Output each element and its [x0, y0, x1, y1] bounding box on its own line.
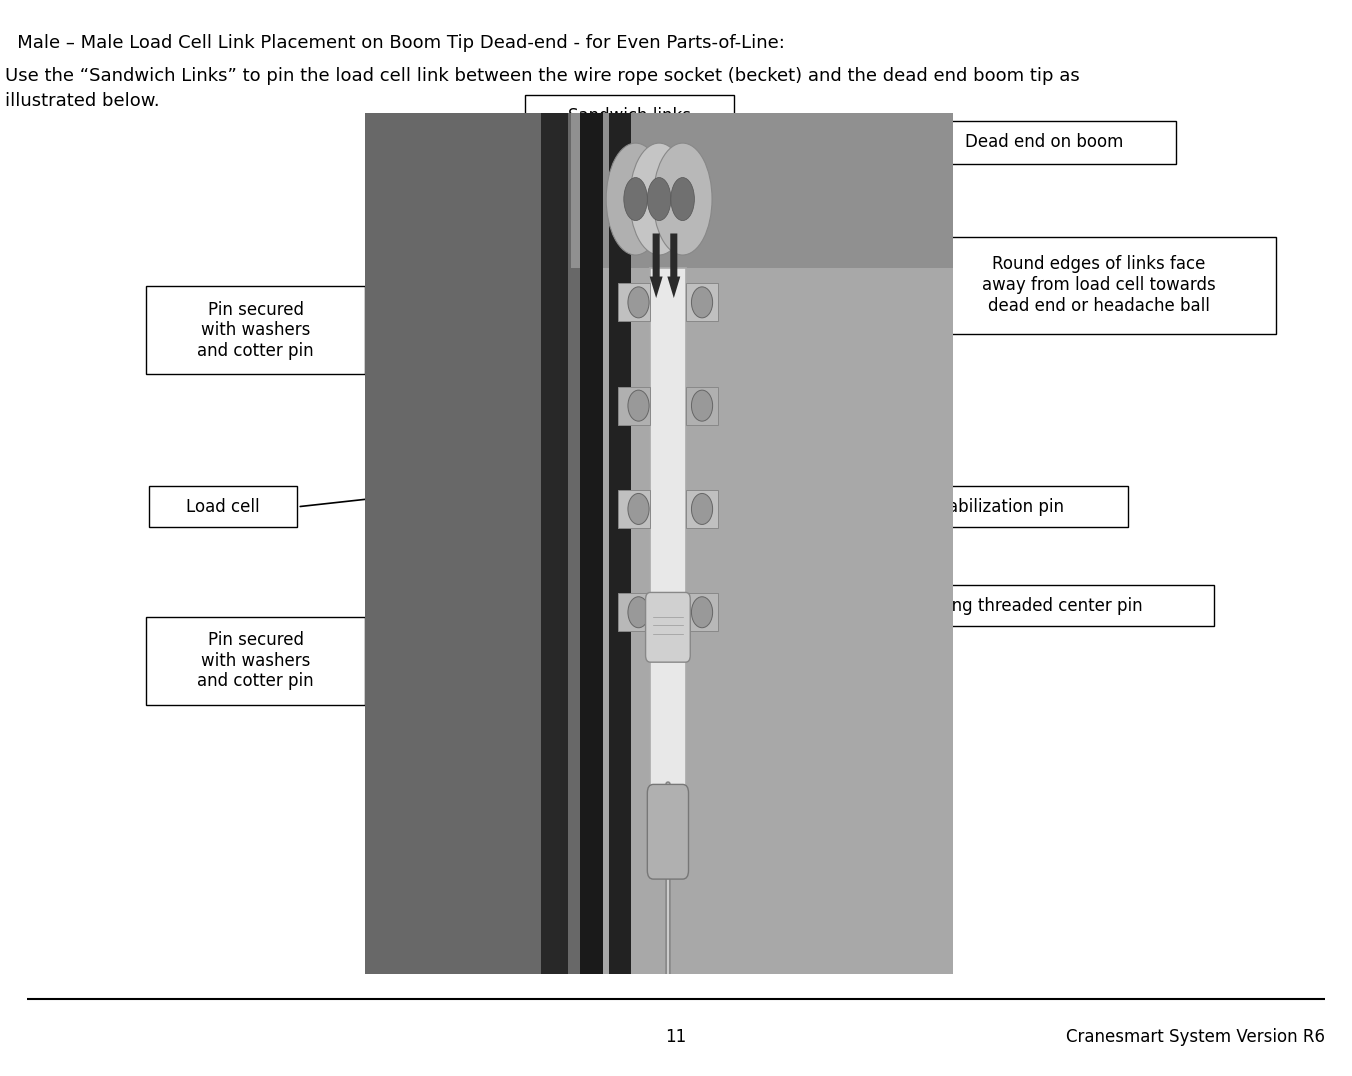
- Bar: [618, 283, 650, 322]
- Bar: [618, 386, 650, 425]
- Circle shape: [627, 494, 649, 524]
- Circle shape: [691, 494, 713, 524]
- Bar: [650, 268, 685, 802]
- FancyArrow shape: [650, 233, 662, 298]
- Ellipse shape: [606, 143, 665, 255]
- FancyBboxPatch shape: [913, 121, 1176, 164]
- Ellipse shape: [653, 143, 713, 255]
- FancyBboxPatch shape: [648, 784, 688, 879]
- Circle shape: [627, 597, 649, 627]
- Bar: [685, 386, 718, 425]
- Bar: [618, 593, 650, 632]
- Ellipse shape: [648, 178, 671, 221]
- FancyBboxPatch shape: [146, 286, 365, 374]
- Circle shape: [627, 391, 649, 421]
- FancyBboxPatch shape: [838, 585, 1214, 626]
- Ellipse shape: [630, 143, 688, 255]
- Text: Load cell: Load cell: [187, 498, 260, 515]
- FancyBboxPatch shape: [645, 593, 691, 662]
- Text: 11: 11: [665, 1029, 687, 1046]
- Bar: [571, 113, 953, 268]
- FancyBboxPatch shape: [525, 95, 734, 138]
- FancyBboxPatch shape: [922, 237, 1276, 334]
- FancyBboxPatch shape: [146, 617, 365, 705]
- FancyArrow shape: [668, 233, 680, 298]
- Bar: [365, 113, 588, 974]
- Text: Locking threaded center pin: Locking threaded center pin: [910, 597, 1142, 614]
- Ellipse shape: [671, 178, 695, 221]
- Circle shape: [627, 287, 649, 317]
- Text: Pin secured
with washers
and cotter pin: Pin secured with washers and cotter pin: [197, 300, 314, 360]
- FancyBboxPatch shape: [868, 486, 1128, 527]
- Text: Male – Male Load Cell Link Placement on Boom Tip Dead-end - for Even Parts-of-Li: Male – Male Load Cell Link Placement on …: [0, 34, 786, 53]
- Text: Pin secured
with washers
and cotter pin: Pin secured with washers and cotter pin: [197, 631, 314, 691]
- Bar: [542, 113, 568, 974]
- Text: Sandwich links: Sandwich links: [568, 108, 691, 125]
- Bar: [580, 113, 603, 974]
- Bar: [685, 283, 718, 322]
- Text: Cranesmart System Version R6: Cranesmart System Version R6: [1065, 1029, 1325, 1046]
- Bar: [685, 593, 718, 632]
- Text: Round edges of links face
away from load cell towards
dead end or headache ball: Round edges of links face away from load…: [983, 255, 1215, 315]
- Circle shape: [691, 597, 713, 627]
- FancyBboxPatch shape: [149, 486, 297, 527]
- Text: Use the “Sandwich Links” to pin the load cell link between the wire rope socket : Use the “Sandwich Links” to pin the load…: [5, 67, 1080, 110]
- Ellipse shape: [623, 178, 648, 221]
- Polygon shape: [571, 113, 953, 974]
- Text: Dead end on boom: Dead end on boom: [965, 133, 1124, 151]
- Text: Stabilization pin: Stabilization pin: [932, 498, 1064, 515]
- Bar: [618, 490, 650, 528]
- Circle shape: [691, 391, 713, 421]
- Bar: [610, 113, 631, 974]
- Circle shape: [691, 287, 713, 317]
- Bar: [685, 490, 718, 528]
